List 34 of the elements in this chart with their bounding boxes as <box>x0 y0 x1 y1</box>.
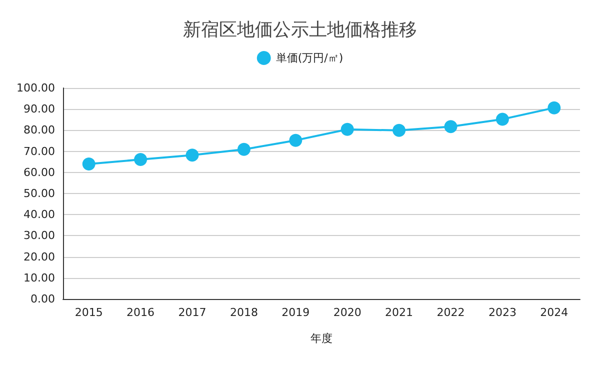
x-tick-label: 2020 <box>333 306 362 319</box>
legend-label: 単価(万円/㎡) <box>276 52 344 64</box>
point <box>444 120 458 134</box>
x-tick-label: 2022 <box>436 306 465 319</box>
point <box>82 157 96 170</box>
y-tick-label: 90.00 <box>24 102 55 116</box>
x-axis-title: 年度 <box>310 332 332 345</box>
x-tick-label: 2017 <box>178 306 206 319</box>
point <box>289 134 302 147</box>
chart-title: 新宿区地価公示土地価格推移 <box>183 20 417 40</box>
point <box>340 122 354 136</box>
point <box>134 153 148 166</box>
x-tick-label: 2023 <box>488 306 516 319</box>
y-tick-label: 10.00 <box>24 271 55 284</box>
y-tick-label: 40.00 <box>24 208 55 222</box>
y-tick-label: 100.00 <box>16 82 55 94</box>
x-tick-label: 2024 <box>540 306 568 319</box>
y-tick-label: 70.00 <box>24 144 55 158</box>
y-tick-label: 20.00 <box>24 250 55 264</box>
y-tick-label: 80.00 <box>24 124 55 137</box>
point <box>496 112 509 126</box>
point <box>392 124 406 137</box>
x-tick-label: 2016 <box>126 306 155 319</box>
y-tick-label: 50.00 <box>24 187 55 200</box>
x-tick-label: 2018 <box>230 306 258 319</box>
y-tick-label: 0.00 <box>30 292 55 306</box>
point <box>548 101 561 114</box>
y-tick-label: 60.00 <box>24 166 55 179</box>
x-tick-label: 2019 <box>282 306 310 319</box>
y-tick-label: 30.00 <box>24 229 55 242</box>
point <box>186 148 199 162</box>
point <box>237 142 250 156</box>
x-tick-label: 2021 <box>385 306 414 319</box>
x-tick-label: 2015 <box>74 306 103 319</box>
